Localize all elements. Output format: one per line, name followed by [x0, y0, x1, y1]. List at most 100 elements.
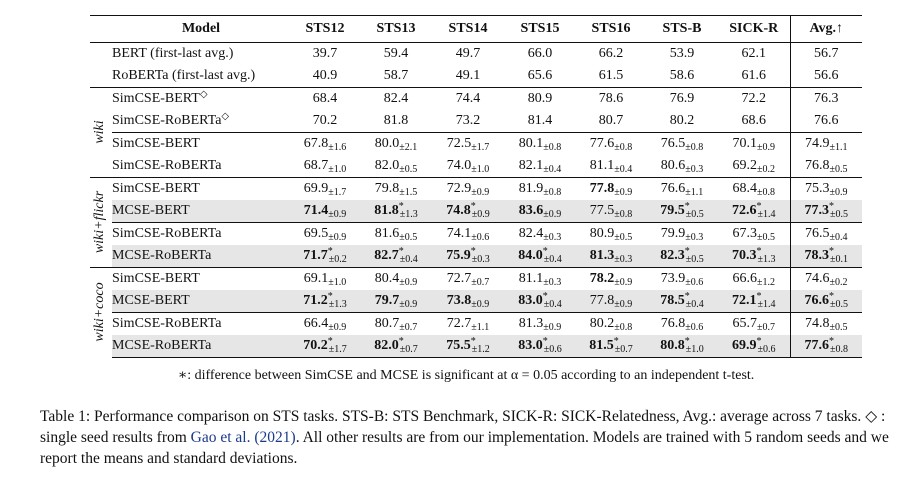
std-dev: ±0.8 — [830, 344, 848, 355]
std-dev: ±0.8 — [614, 142, 633, 153]
col-header-stsb: STS-B — [646, 15, 718, 43]
std-dev: ±0.5 — [830, 209, 848, 220]
significance-star: * — [756, 291, 762, 302]
group-header — [90, 15, 112, 43]
score-value: 53.9 — [669, 46, 695, 61]
score-value: 81.8 — [383, 113, 409, 128]
score-cell: 77.8±0.9 — [576, 290, 646, 313]
score-cell: 79.9±0.3 — [646, 222, 718, 245]
std-dev: ±0.5 — [830, 299, 848, 310]
score-cell: 70.2*±1.7 — [290, 335, 360, 358]
score-cell: 69.9*±0.6 — [718, 335, 790, 358]
score-value: 70.1 — [732, 136, 758, 151]
score-cell: 65.7±0.7 — [718, 312, 790, 335]
score-value: 72.7 — [446, 316, 472, 331]
std-dev: ±0.3 — [685, 164, 704, 175]
model-name: SimCSE-RoBERTa — [112, 312, 290, 335]
std-dev: ±0.9 — [471, 187, 490, 198]
group-label-cell: wiki+coco — [90, 267, 112, 358]
score-cell: 83.0*±0.6 — [504, 335, 576, 358]
score-cell: 72.9±0.9 — [432, 177, 504, 200]
score-cell: 71.4±0.9 — [290, 200, 360, 223]
avg-cell: 56.6 — [789, 65, 862, 88]
score-value: 76.9 — [669, 91, 695, 106]
score-cell: 76.6±1.1 — [646, 177, 718, 200]
score-cell: 80.7±0.7 — [360, 312, 432, 335]
score-cell: 72.1*±1.4 — [718, 290, 790, 313]
score-value: 68.4 — [312, 91, 338, 106]
score-value: 74.8 — [805, 316, 830, 331]
score-cell: 80.9 — [504, 87, 576, 110]
std-dev: ±0.5 — [399, 232, 418, 243]
score-cell: 80.9±0.5 — [576, 222, 646, 245]
score-value: 81.5 — [589, 338, 614, 353]
score-value: 82.7 — [374, 248, 399, 263]
score-value: 77.3 — [804, 203, 830, 218]
score-cell: 82.4±0.3 — [504, 222, 576, 245]
std-dev: ±1.1 — [685, 187, 704, 198]
citation-author[interactable]: Gao et al. — [190, 429, 251, 446]
citation-year[interactable]: 2021 — [259, 429, 291, 446]
citation-link[interactable]: Gao et al. (2021) — [190, 429, 296, 446]
score-value: 76.8 — [805, 158, 830, 173]
score-cell: 72.7±0.7 — [432, 267, 504, 290]
score-value: 81.6 — [374, 226, 400, 241]
significance-star: * — [829, 201, 834, 212]
std-dev: ±0.6 — [543, 344, 562, 355]
score-value: 69.5 — [303, 226, 329, 241]
table-row: SimCSE-RoBERTa 66.4±0.9 80.7±0.7 72.7±1.1 81… — [90, 312, 862, 335]
std-dev: ±0.2 — [328, 254, 347, 265]
std-dev: ±0.5 — [757, 232, 775, 243]
std-dev: ±0.6 — [757, 344, 776, 355]
significance-star: * — [542, 246, 548, 257]
score-value: 83.0 — [518, 338, 543, 353]
model-name: SimCSE-BERT — [112, 177, 290, 200]
std-dev: ±0.5 — [829, 164, 848, 175]
score-cell: 74.0±1.0 — [432, 155, 504, 178]
std-dev: ±0.9 — [471, 209, 490, 220]
std-dev: ±1.3 — [399, 209, 418, 220]
score-cell: 81.5*±0.7 — [576, 335, 646, 358]
std-dev: ±1.4 — [757, 209, 776, 220]
results-table-container: Model STS12 STS13 STS14 STS15 STS16 STS-… — [90, 15, 862, 358]
score-value: 76.8 — [660, 316, 686, 331]
score-cell: 84.0*±0.4 — [504, 245, 576, 268]
col-header-sts15: STS15 — [504, 15, 576, 43]
score-value: 78.5 — [660, 293, 685, 308]
col-header-model: Model — [112, 15, 290, 43]
significance-star: * — [542, 291, 548, 302]
score-cell: 81.8 — [360, 110, 432, 133]
score-cell: 68.4±0.8 — [718, 177, 790, 200]
caption-text-3: . All other results are from our impleme… — [40, 429, 889, 467]
std-dev: ±0.9 — [543, 209, 562, 220]
score-cell: 66.4±0.9 — [290, 312, 360, 335]
score-value: 83.0 — [518, 293, 543, 308]
std-dev: ±0.9 — [757, 142, 775, 153]
caption-text-2: : single seed results from — [40, 408, 886, 446]
score-value: 65.7 — [732, 316, 758, 331]
model-name: MCSE-BERT — [112, 290, 290, 313]
score-cell: 69.5±0.9 — [290, 222, 360, 245]
score-value: 80.6 — [660, 158, 686, 173]
significance-star: * — [327, 291, 333, 302]
std-dev: ±0.9 — [328, 322, 347, 333]
score-value: 81.8 — [374, 203, 399, 218]
score-value: 70.2 — [303, 338, 328, 353]
score-cell: 73.8±0.9 — [432, 290, 504, 313]
score-value: 77.8 — [589, 293, 615, 308]
score-cell: 72.7±1.1 — [432, 312, 504, 335]
score-cell: 79.5*±0.5 — [646, 200, 718, 223]
score-cell: 78.6 — [576, 87, 646, 110]
score-cell: 82.0*±0.7 — [360, 335, 432, 358]
score-cell: 81.1±0.3 — [504, 267, 576, 290]
model-name: SimCSE-RoBERTa — [112, 158, 222, 173]
std-dev: ±0.7 — [399, 344, 418, 355]
std-dev: ±0.6 — [685, 322, 704, 333]
score-cell: 71.7*±0.2 — [290, 245, 360, 268]
std-dev: ±1.3 — [757, 254, 776, 265]
avg-cell: 78.3*±0.1 — [789, 245, 862, 268]
std-dev: ±0.9 — [399, 277, 418, 288]
score-cell: 74.1±0.6 — [432, 222, 504, 245]
score-cell: 69.9±1.7 — [290, 177, 360, 200]
significance-star: * — [542, 336, 548, 347]
